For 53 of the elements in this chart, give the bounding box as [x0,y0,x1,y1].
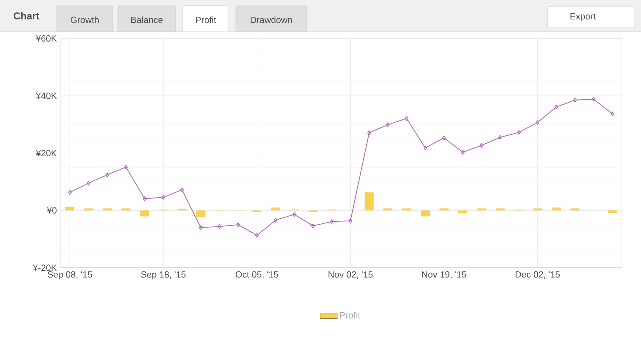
x-tick-label: Nov 02, '15 [328,272,373,279]
y-tick-label: ¥60K [36,36,58,42]
point [124,165,128,170]
y-tick-label: ¥-20K [33,264,58,272]
x-tick-label: Nov 19, '15 [422,272,466,279]
point [424,146,428,151]
point [573,98,578,103]
legend-label: Profit [340,312,361,319]
bar [66,206,75,211]
point [236,222,240,228]
point [330,219,334,224]
point [461,150,465,155]
text: Export [570,13,596,22]
point [368,130,372,136]
point [498,135,502,140]
point [386,122,390,128]
point [218,224,222,230]
point [162,195,166,200]
point [348,218,353,224]
bar [364,192,374,211]
x-tick-label: Oct 05, '15 [236,272,278,279]
y-tick-label: ¥0 [47,207,57,214]
bar [421,210,430,217]
bar [196,210,206,218]
x-tick-label: Sep 18, '15 [141,272,186,280]
x-tick-label: Sep 08, '15 [48,272,92,280]
chart-title: Chart [14,12,40,20]
point [86,181,91,186]
text: Drawdown [250,16,292,24]
point [199,226,203,230]
point [517,130,521,136]
bar [140,210,150,217]
point [180,188,184,192]
point [554,104,558,110]
bar [458,210,468,214]
text: Balance [131,16,163,24]
x-tick-label: Dec 02, '15 [516,272,560,279]
point [274,218,278,223]
point [106,172,110,178]
point [404,116,409,122]
point [292,212,296,218]
y-tick-label: ¥40K [36,92,58,100]
point [311,224,316,228]
point [480,143,484,148]
point [592,97,596,102]
text: Growth [70,16,99,24]
point [442,136,446,140]
y-tick-label: ¥20K [36,150,58,157]
point [255,233,260,238]
point [143,196,147,202]
bar [608,210,618,214]
text: Profit [196,16,216,24]
point [536,120,540,126]
